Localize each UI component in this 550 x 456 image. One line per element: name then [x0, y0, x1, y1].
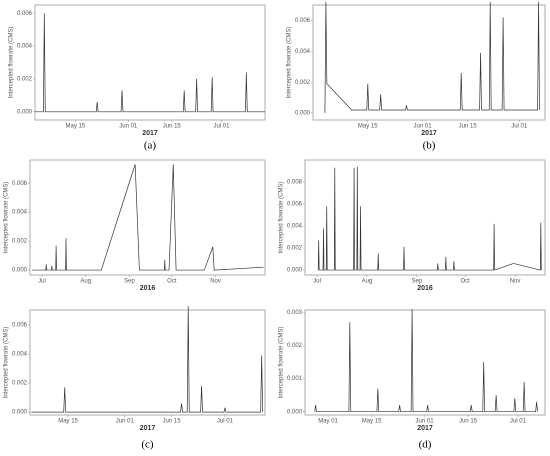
panel-label: (c) — [141, 439, 154, 451]
x-axis-label: 2016 — [417, 285, 433, 292]
x-tick-label: Jun 01 — [414, 124, 433, 130]
y-tick-label: 0.000 — [17, 109, 33, 115]
y-axis-label: Intercepted flowrate (CMS) — [4, 182, 10, 254]
flow-line — [31, 306, 264, 413]
plot-frame — [304, 159, 546, 276]
x-tick-label: Jul 01 — [511, 124, 528, 130]
x-tick-label: Jun 01 — [416, 419, 435, 425]
x-tick-label: Jun 15 — [459, 124, 478, 130]
x-tick-label: Jul 01 — [213, 124, 230, 130]
x-tick-label: May 15 — [358, 124, 378, 130]
x-tick-label: Aug — [80, 279, 91, 285]
y-tick-label: 0.004 — [287, 224, 303, 230]
x-axis-label: 2017 — [421, 130, 437, 137]
x-tick-label: May 15 — [362, 419, 382, 425]
y-axis-label: Intercepted flowrate (CMS) — [279, 182, 285, 254]
y-tick-label: 0.002 — [12, 239, 28, 245]
x-tick-label: Oct — [167, 279, 177, 285]
flow-line — [314, 309, 538, 413]
y-axis-label: Intercepted flowrate (CMS) — [287, 27, 293, 99]
y-tick-label: 0.001 — [287, 376, 303, 382]
y-tick-label: 0.002 — [287, 343, 303, 349]
panel-label: (d) — [419, 439, 432, 451]
x-tick-label: Jun 15 — [163, 419, 182, 425]
x-tick-label: Jul — [313, 279, 321, 285]
y-tick-label: 0.004 — [17, 44, 33, 50]
x-tick-label: May 15 — [66, 124, 86, 130]
y-tick-label: 0.008 — [287, 180, 303, 186]
flow-line — [32, 164, 264, 271]
x-axis-label: 2016 — [140, 285, 156, 292]
x-tick-label: Nov — [210, 279, 221, 285]
flow-line — [317, 166, 542, 271]
x-tick-label: Sep — [124, 279, 135, 285]
x-axis-label: 2017 — [142, 130, 158, 137]
y-tick-label: 0.000 — [12, 268, 28, 274]
x-tick-label: Nov — [510, 279, 521, 285]
y-tick-label: 0.002 — [12, 381, 28, 387]
y-tick-label: 0.004 — [295, 49, 311, 55]
x-tick-label: Jul 01 — [217, 419, 234, 425]
y-tick-label: 0.000 — [12, 410, 28, 416]
x-tick-label: May 01 — [318, 419, 338, 425]
y-tick-label: 0.004 — [12, 352, 28, 358]
y-tick-label: 0.006 — [17, 11, 33, 17]
x-tick-label: Oct — [460, 279, 470, 285]
y-axis-label: Intercepted flowrate (CMS) — [4, 327, 10, 399]
plot-frame — [34, 4, 266, 121]
y-tick-label: 0.000 — [287, 409, 303, 415]
x-tick-label: Sep — [412, 279, 423, 285]
y-tick-label: 0.000 — [295, 111, 311, 117]
x-tick-label: Jun 15 — [163, 124, 182, 130]
y-tick-label: 0.000 — [287, 268, 303, 274]
y-axis-label: Intercepted flowrate (CMS) — [279, 327, 285, 399]
panel-label: (b) — [423, 140, 436, 152]
plot-frame — [304, 309, 546, 416]
y-tick-label: 0.006 — [287, 202, 303, 208]
y-tick-label: 0.004 — [12, 210, 28, 216]
x-axis-label: 2017 — [140, 425, 156, 432]
y-axis-label: Intercepted flowrate (CMS) — [9, 27, 15, 99]
flow-line — [35, 13, 265, 113]
flow-line — [324, 1, 540, 114]
plot-frame — [29, 159, 266, 276]
y-tick-label: 0.006 — [12, 181, 28, 187]
x-tick-label: Aug — [362, 279, 373, 285]
y-tick-label: 0.002 — [17, 77, 33, 83]
x-tick-label: Jun 01 — [119, 124, 138, 130]
y-tick-label: 0.006 — [295, 18, 311, 24]
plot-frame — [312, 4, 546, 121]
x-axis-label: 2017 — [417, 425, 433, 432]
y-tick-label: 0.002 — [287, 246, 303, 252]
y-tick-label: 0.003 — [287, 310, 303, 316]
plot-frame — [29, 309, 266, 416]
panel-label: (a) — [144, 140, 157, 152]
x-tick-label: Jul — [38, 279, 46, 285]
x-tick-label: May 15 — [58, 419, 78, 425]
y-tick-label: 0.006 — [12, 323, 28, 329]
x-tick-label: Jun 15 — [459, 419, 478, 425]
x-tick-label: Jul 01 — [510, 419, 527, 425]
y-tick-label: 0.002 — [295, 80, 311, 86]
x-tick-label: Jun 01 — [116, 419, 135, 425]
